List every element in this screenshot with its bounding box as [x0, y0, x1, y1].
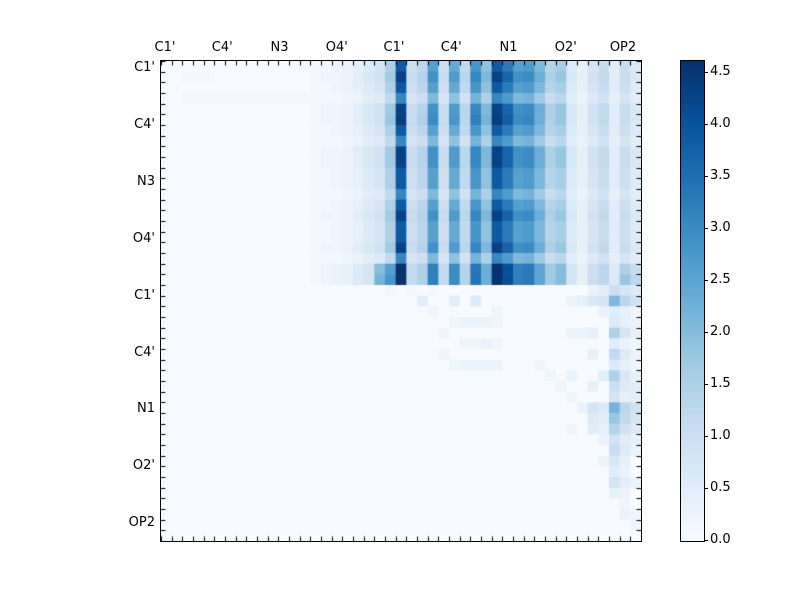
colorbar-tick-label: 0.5 — [710, 480, 731, 496]
colorbar-tick-label: 1.0 — [710, 428, 731, 444]
x-tick-label: O4' — [325, 40, 348, 55]
colorbar-tick-label: 3.0 — [710, 220, 731, 236]
colorbar-tick-label: 3.5 — [710, 168, 731, 184]
y-tick-label: C4' — [134, 344, 155, 360]
x-tick-label: N1 — [499, 40, 518, 55]
heatmap-plot-area — [160, 60, 642, 542]
colorbar-tick — [704, 227, 708, 229]
x-tick-label: N3 — [270, 40, 289, 55]
colorbar-tick — [704, 71, 708, 73]
y-tick-label: O2' — [132, 458, 155, 474]
colorbar-tick-label: 2.0 — [710, 324, 731, 340]
x-tick-label: OP2 — [609, 40, 637, 55]
colorbar-tick — [704, 279, 708, 281]
heatmap-canvas — [161, 61, 641, 541]
y-tick-label: O4' — [132, 230, 155, 246]
y-tick-label: N1 — [137, 401, 155, 417]
colorbar-gradient — [681, 61, 704, 541]
colorbar-tick-label: 1.5 — [710, 376, 731, 392]
colorbar-tick — [704, 175, 708, 177]
y-tick-label: OP2 — [128, 515, 155, 531]
colorbar — [680, 60, 705, 542]
y-tick-label: C1' — [134, 287, 155, 303]
colorbar-tick-label: 2.5 — [710, 272, 731, 288]
y-tick-label: N3 — [137, 173, 155, 189]
colorbar-tick-label: 4.0 — [710, 116, 731, 132]
x-tick-label: C1' — [154, 40, 176, 55]
x-tick-label: C4' — [211, 40, 233, 55]
y-tick-label: C1' — [134, 60, 155, 75]
y-tick-label: C4' — [134, 116, 155, 132]
colorbar-tick — [704, 435, 708, 437]
colorbar-tick-label: 4.5 — [710, 64, 731, 80]
x-tick-label: O2' — [554, 40, 577, 55]
colorbar-tick — [704, 487, 708, 489]
colorbar-tick-label: 0.0 — [710, 532, 731, 547]
colorbar-tick — [704, 123, 708, 125]
x-tick-label: C1' — [383, 40, 405, 55]
x-tick-label: C4' — [440, 40, 462, 55]
colorbar-tick — [704, 539, 708, 541]
colorbar-tick — [704, 383, 708, 385]
colorbar-tick — [704, 331, 708, 333]
